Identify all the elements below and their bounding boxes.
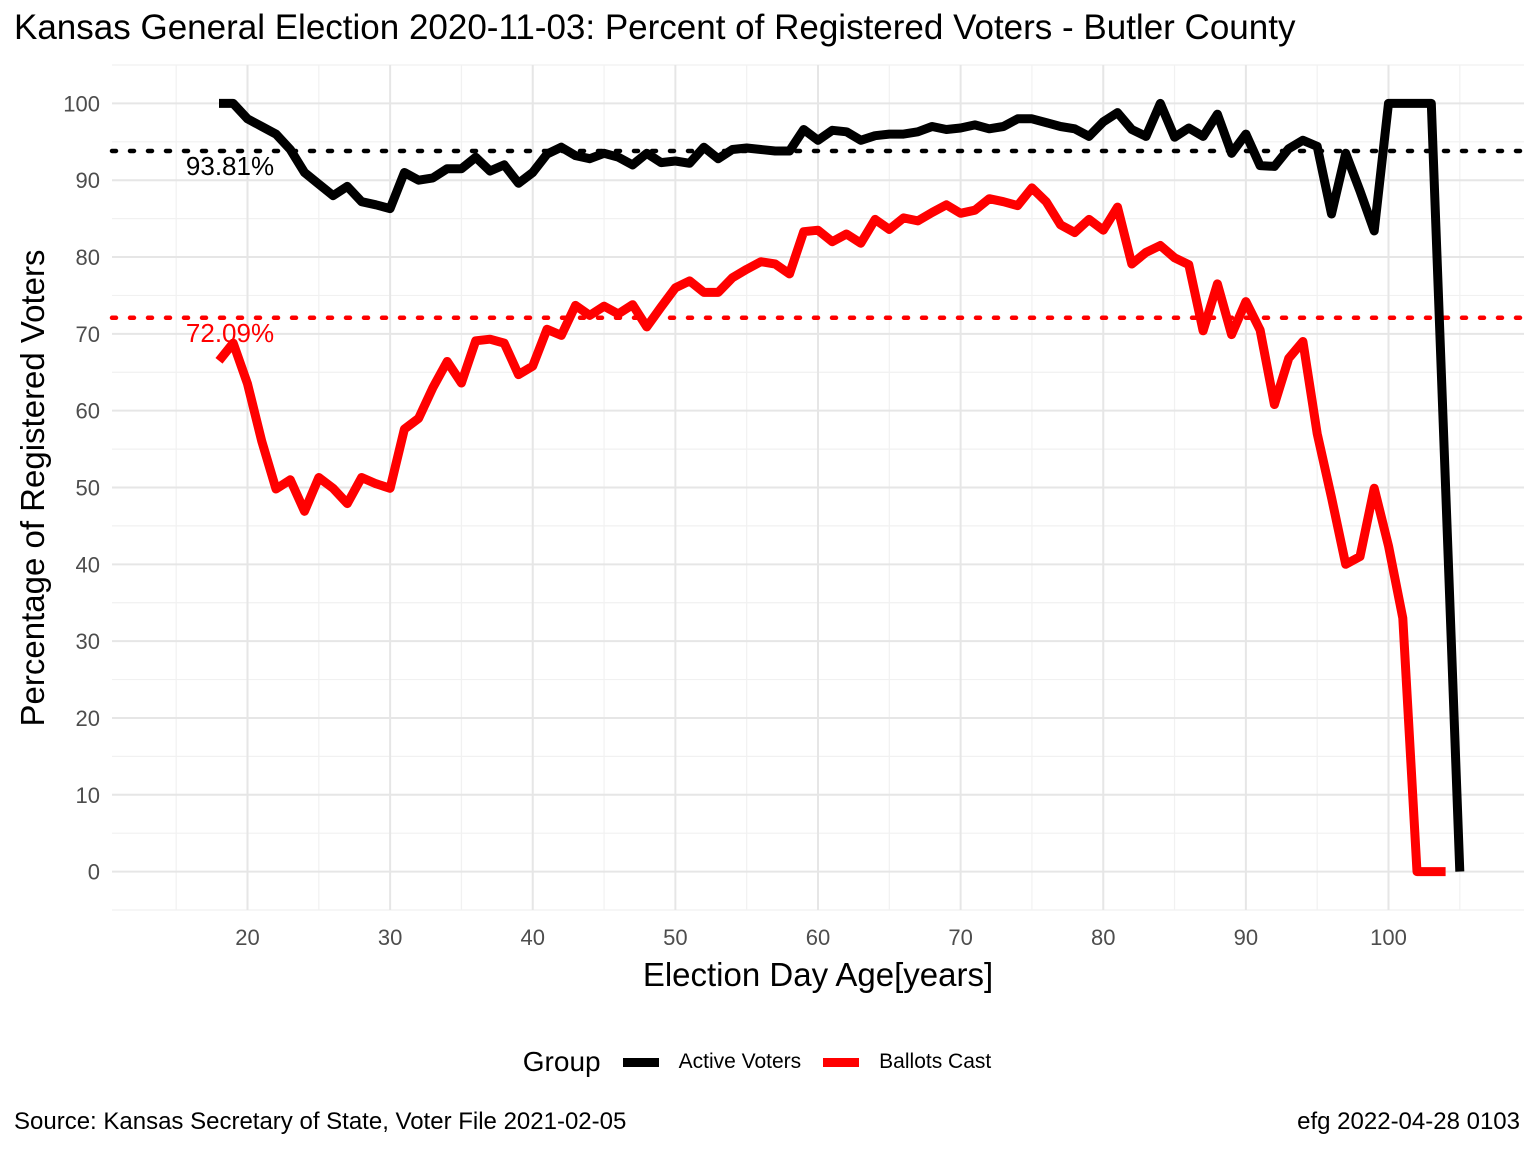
x-tick-label: 80 xyxy=(1091,925,1115,950)
legend: Group Active Voters Ballots Cast xyxy=(0,1040,1536,1084)
source-note: Source: Kansas Secretary of State, Voter… xyxy=(14,1108,627,1135)
reference-label-ballots-cast: 72.09% xyxy=(186,318,274,348)
reference-label-active-voters: 93.81% xyxy=(186,151,274,181)
legend-key-active-voters xyxy=(622,1057,659,1067)
series-line-ballots-cast xyxy=(215,183,1446,877)
chart-title: Kansas General Election 2020-11-03: Perc… xyxy=(14,8,1296,47)
legend-label-active-voters: Active Voters xyxy=(678,1050,802,1073)
y-tick-label: 90 xyxy=(76,168,100,193)
reference-labels: 93.81% 72.09% xyxy=(186,151,274,348)
x-tick-label: 20 xyxy=(235,925,259,950)
y-axis-title: Percentage of Registered Voters xyxy=(14,250,51,727)
x-tick-label: 50 xyxy=(663,925,687,950)
x-tick-label: 100 xyxy=(1370,925,1407,950)
x-tick-label: 90 xyxy=(1234,925,1258,950)
x-tick-label: 40 xyxy=(521,925,545,950)
x-tick-label: 60 xyxy=(806,925,830,950)
tick-labels: 20 30 40 50 60 70 80 90 100 0 10 20 30 40 50 60 70 80 90 10… xyxy=(63,91,1407,950)
legend-label-ballots-cast: Ballots Cast xyxy=(879,1050,992,1073)
y-tick-label: 50 xyxy=(76,476,100,501)
legend-item-active-voters: Active Voters xyxy=(622,1050,802,1074)
y-tick-label: 0 xyxy=(88,860,100,885)
y-tick-label: 100 xyxy=(63,91,100,116)
x-tick-label: 30 xyxy=(378,925,402,950)
credit-note: efg 2022-04-28 0103 xyxy=(1297,1108,1520,1135)
y-tick-label: 60 xyxy=(76,399,100,424)
y-tick-label: 40 xyxy=(76,552,100,577)
series-lines xyxy=(215,98,1465,877)
legend-title: Group xyxy=(522,1046,601,1077)
y-tick-label: 30 xyxy=(76,629,100,654)
reference-lines xyxy=(109,148,1527,321)
y-tick-label: 70 xyxy=(76,322,100,347)
y-tick-label: 20 xyxy=(76,706,100,731)
legend-item-ballots-cast: Ballots Cast xyxy=(823,1050,991,1074)
x-tick-label: 70 xyxy=(948,925,972,950)
series-line-active-voters xyxy=(219,98,1465,872)
legend-key-ballots-cast xyxy=(823,1057,860,1067)
line-chart: 93.81% 72.09% 20 30 40 50 60 70 80 90 100 0 10 20 30 4… xyxy=(14,64,1527,993)
y-tick-label: 80 xyxy=(76,245,100,270)
x-axis-title: Election Day Age[years] xyxy=(643,956,993,993)
grid-lines xyxy=(112,64,1524,911)
y-tick-label: 10 xyxy=(76,783,100,808)
